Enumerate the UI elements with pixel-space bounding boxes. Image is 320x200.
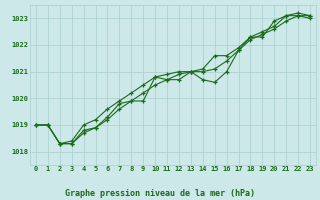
Text: Graphe pression niveau de la mer (hPa): Graphe pression niveau de la mer (hPa) [65, 189, 255, 198]
